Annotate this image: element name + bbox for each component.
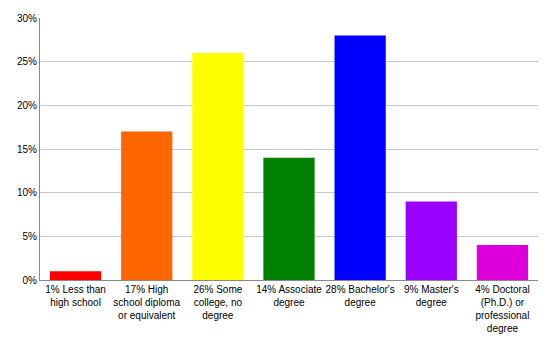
svg-text:17% Highschool diplomaor equiv: 17% Highschool diplomaor equivalent	[113, 284, 180, 321]
svg-text:25%: 25%	[17, 56, 37, 67]
svg-text:26% Somecollege, nodegree: 26% Somecollege, nodegree	[193, 284, 242, 321]
svg-text:4% Doctoral(Ph.D.) orprofessio: 4% Doctoral(Ph.D.) orprofessionaldegree	[475, 284, 529, 334]
svg-text:15%: 15%	[17, 144, 37, 155]
svg-text:20%: 20%	[17, 100, 37, 111]
svg-text:1% Less thanhigh school: 1% Less thanhigh school	[45, 284, 106, 308]
svg-text:14% Associatedegree: 14% Associatedegree	[256, 284, 322, 308]
svg-text:9% Master'sdegree: 9% Master'sdegree	[404, 284, 459, 308]
svg-text:0%: 0%	[23, 275, 38, 286]
svg-text:30%: 30%	[17, 13, 37, 24]
svg-text:5%: 5%	[23, 231, 38, 242]
svg-text:28% Bachelor'sdegree: 28% Bachelor'sdegree	[326, 284, 395, 308]
svg-text:10%: 10%	[17, 187, 37, 198]
